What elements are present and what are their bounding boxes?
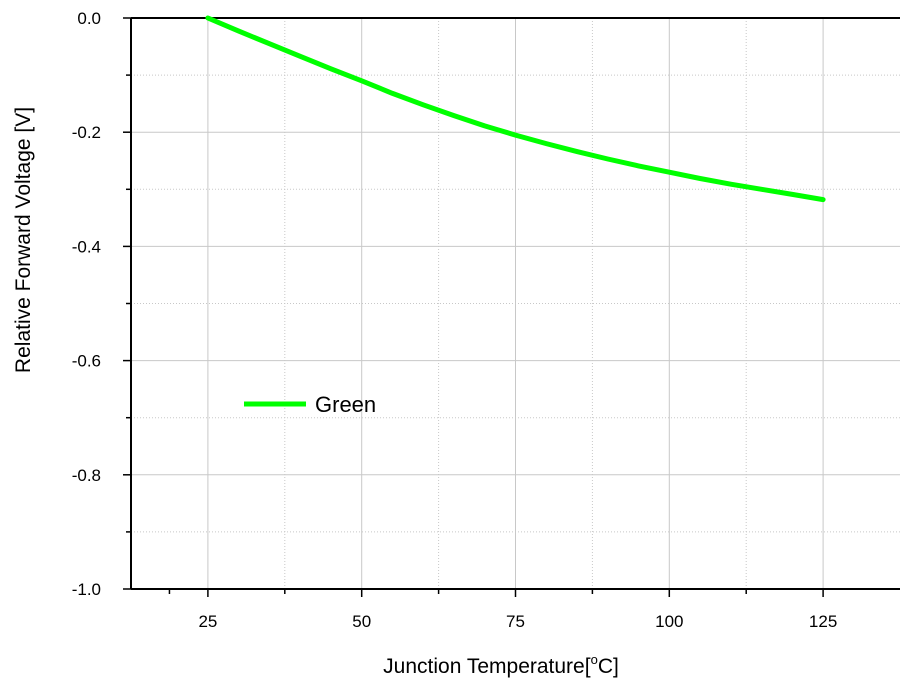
x-tick-label: 125 <box>809 612 837 631</box>
series-layer <box>205 15 826 203</box>
legend-label-green: Green <box>315 392 376 417</box>
grid <box>131 17 900 590</box>
y-tick-label: -0.6 <box>72 352 101 371</box>
x-axis-title: Junction Temperature[oC] <box>383 652 619 678</box>
series-line-green <box>205 15 826 203</box>
legend: Green <box>244 392 376 417</box>
x-axis-title-unit: C] <box>598 655 619 678</box>
x-tick-label: 100 <box>655 612 683 631</box>
x-tick-label: 50 <box>352 612 371 631</box>
y-axis-title: Relative Forward Voltage [V] <box>12 107 35 373</box>
y-tick-label: -1.0 <box>72 580 101 599</box>
y-tick-label: -0.4 <box>72 237 101 256</box>
x-tick-label: 75 <box>506 612 525 631</box>
x-ticks: 25 50 75 100 125 <box>168 589 837 631</box>
y-tick-label: 0.0 <box>77 9 101 28</box>
x-axis-title-degree: o <box>591 652 598 667</box>
x-tick-label: 25 <box>198 612 217 631</box>
x-axis-title-main: Junction Temperature[ <box>383 655 591 678</box>
y-ticks: 0.0 -0.2 -0.4 -0.6 -0.8 -1.0 <box>72 9 131 599</box>
y-tick-label: -0.2 <box>72 123 101 142</box>
y-tick-label: -0.8 <box>72 466 101 485</box>
